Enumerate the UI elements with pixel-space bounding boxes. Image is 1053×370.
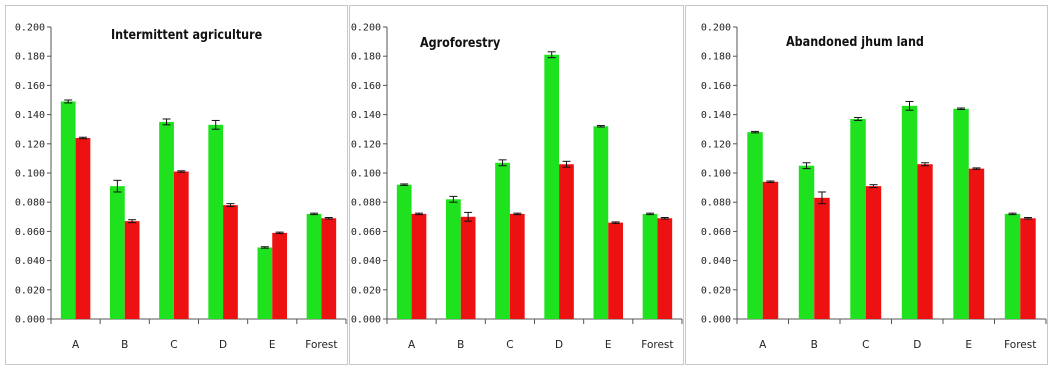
y-tick-label: 0.020: [701, 285, 731, 296]
bar: [446, 199, 461, 319]
chart-panel-intermittent-agriculture: 0.000 0.020 0.040 0.060 0.080 0.100 0.120 0.140…: [5, 5, 348, 365]
bar: [124, 221, 140, 319]
y-tick-label: 0.140: [15, 110, 45, 121]
bar: [159, 121, 174, 320]
x-tick-label: D: [555, 339, 563, 351]
bar: [850, 118, 866, 319]
bar: [953, 108, 969, 319]
y-tick-label: 0.180: [701, 52, 731, 63]
bar: [272, 232, 287, 319]
x-tick-label: B: [811, 339, 818, 351]
bar: [798, 165, 815, 319]
y-tick-label: 0.060: [15, 227, 45, 238]
bar: [593, 126, 609, 319]
bar: [1020, 218, 1036, 319]
bar: [110, 186, 125, 319]
bar: [747, 132, 763, 319]
bar: [396, 184, 412, 319]
y-tick-label: 0.120: [15, 139, 45, 150]
y-tick-label: 0.180: [351, 52, 381, 63]
x-tick-label: Forest: [305, 339, 337, 351]
bar: [257, 247, 273, 319]
x-tick-label: A: [72, 339, 80, 351]
y-tick-label: 0.180: [15, 52, 45, 63]
x-tick-label: D: [219, 339, 227, 351]
bar: [642, 213, 658, 319]
x-tick-label: Forest: [641, 339, 673, 351]
y-tick-label: 0.140: [701, 110, 731, 121]
y-tick-label: 0.100: [351, 169, 381, 180]
bar: [460, 216, 476, 319]
x-tick-label: B: [457, 339, 464, 351]
y-tick-label: 0.040: [701, 256, 731, 267]
y-tick-label: 0.040: [15, 256, 45, 267]
bar: [173, 171, 189, 319]
chart-title: Agroforestry: [420, 36, 501, 51]
y-tick-label: 0.160: [351, 81, 381, 92]
x-tick-label: C: [170, 339, 177, 351]
x-tick-label: D: [913, 339, 921, 351]
bar-chart: 0.000 0.020 0.040 0.060 0.080 0.100 0.120 0.140…: [15, 23, 347, 351]
y-tick-label: 0.200: [701, 23, 731, 34]
y-tick-label: 0.020: [351, 285, 381, 296]
y-tick-label: 0.060: [351, 227, 381, 238]
y-tick-label: 0.120: [351, 139, 381, 150]
x-tick-label: Forest: [1004, 339, 1036, 351]
x-tick-label: E: [605, 339, 612, 351]
x-tick-label: A: [759, 339, 767, 351]
bar: [208, 124, 224, 319]
bar: [509, 213, 525, 319]
x-tick-label: E: [965, 339, 972, 351]
x-tick-label: B: [121, 339, 128, 351]
bar: [608, 222, 623, 319]
y-tick-label: 0.060: [701, 227, 731, 238]
bar: [1004, 213, 1021, 319]
bar: [762, 181, 779, 319]
y-tick-label: 0.000: [351, 315, 381, 326]
bar: [917, 164, 933, 319]
y-tick-label: 0.200: [351, 23, 381, 34]
bar: [75, 137, 91, 319]
y-tick-label: 0.000: [701, 315, 731, 326]
y-tick-label: 0.000: [15, 315, 45, 326]
bar: [901, 105, 918, 319]
y-tick-label: 0.020: [15, 285, 45, 296]
y-tick-label: 0.160: [15, 81, 45, 92]
chart-title: Intermittent agriculture: [111, 28, 263, 43]
y-tick-label: 0.120: [701, 139, 731, 150]
y-tick-label: 0.040: [351, 256, 381, 267]
x-tick-label: A: [408, 339, 416, 351]
y-tick-label: 0.080: [15, 198, 45, 209]
y-tick-label: 0.080: [351, 198, 381, 209]
bar: [657, 218, 673, 319]
bar: [321, 218, 337, 319]
bar: [223, 205, 238, 319]
bar: [60, 101, 76, 320]
bar: [865, 186, 882, 319]
bar: [559, 164, 574, 319]
y-tick-label: 0.200: [15, 23, 45, 34]
bar-chart: 0.000 0.020 0.040 0.060 0.080 0.100 0.120 0.140…: [351, 23, 683, 351]
bar: [411, 213, 427, 319]
x-tick-label: C: [506, 339, 513, 351]
x-tick-label: E: [269, 339, 276, 351]
y-tick-label: 0.100: [701, 169, 731, 180]
bar: [814, 197, 830, 319]
chart-panel-agroforestry: 0.000 0.020 0.040 0.060 0.080 0.100 0.120 0.140…: [349, 5, 684, 365]
bar: [306, 213, 322, 319]
bar-chart: 0.000 0.020 0.040 0.060 0.080 0.100 0.120 0.140…: [701, 23, 1047, 351]
chart-title: Abandoned jhum land: [786, 35, 924, 50]
y-tick-label: 0.100: [15, 169, 45, 180]
bar: [495, 162, 510, 319]
bar: [968, 168, 985, 319]
x-tick-label: C: [862, 339, 869, 351]
y-tick-label: 0.080: [701, 198, 731, 209]
y-tick-label: 0.160: [701, 81, 731, 92]
y-tick-label: 0.140: [351, 110, 381, 121]
chart-panel-abandoned-jhum-land: 0.000 0.020 0.040 0.060 0.080 0.100 0.120 0.140…: [685, 5, 1048, 365]
bar: [544, 54, 560, 320]
